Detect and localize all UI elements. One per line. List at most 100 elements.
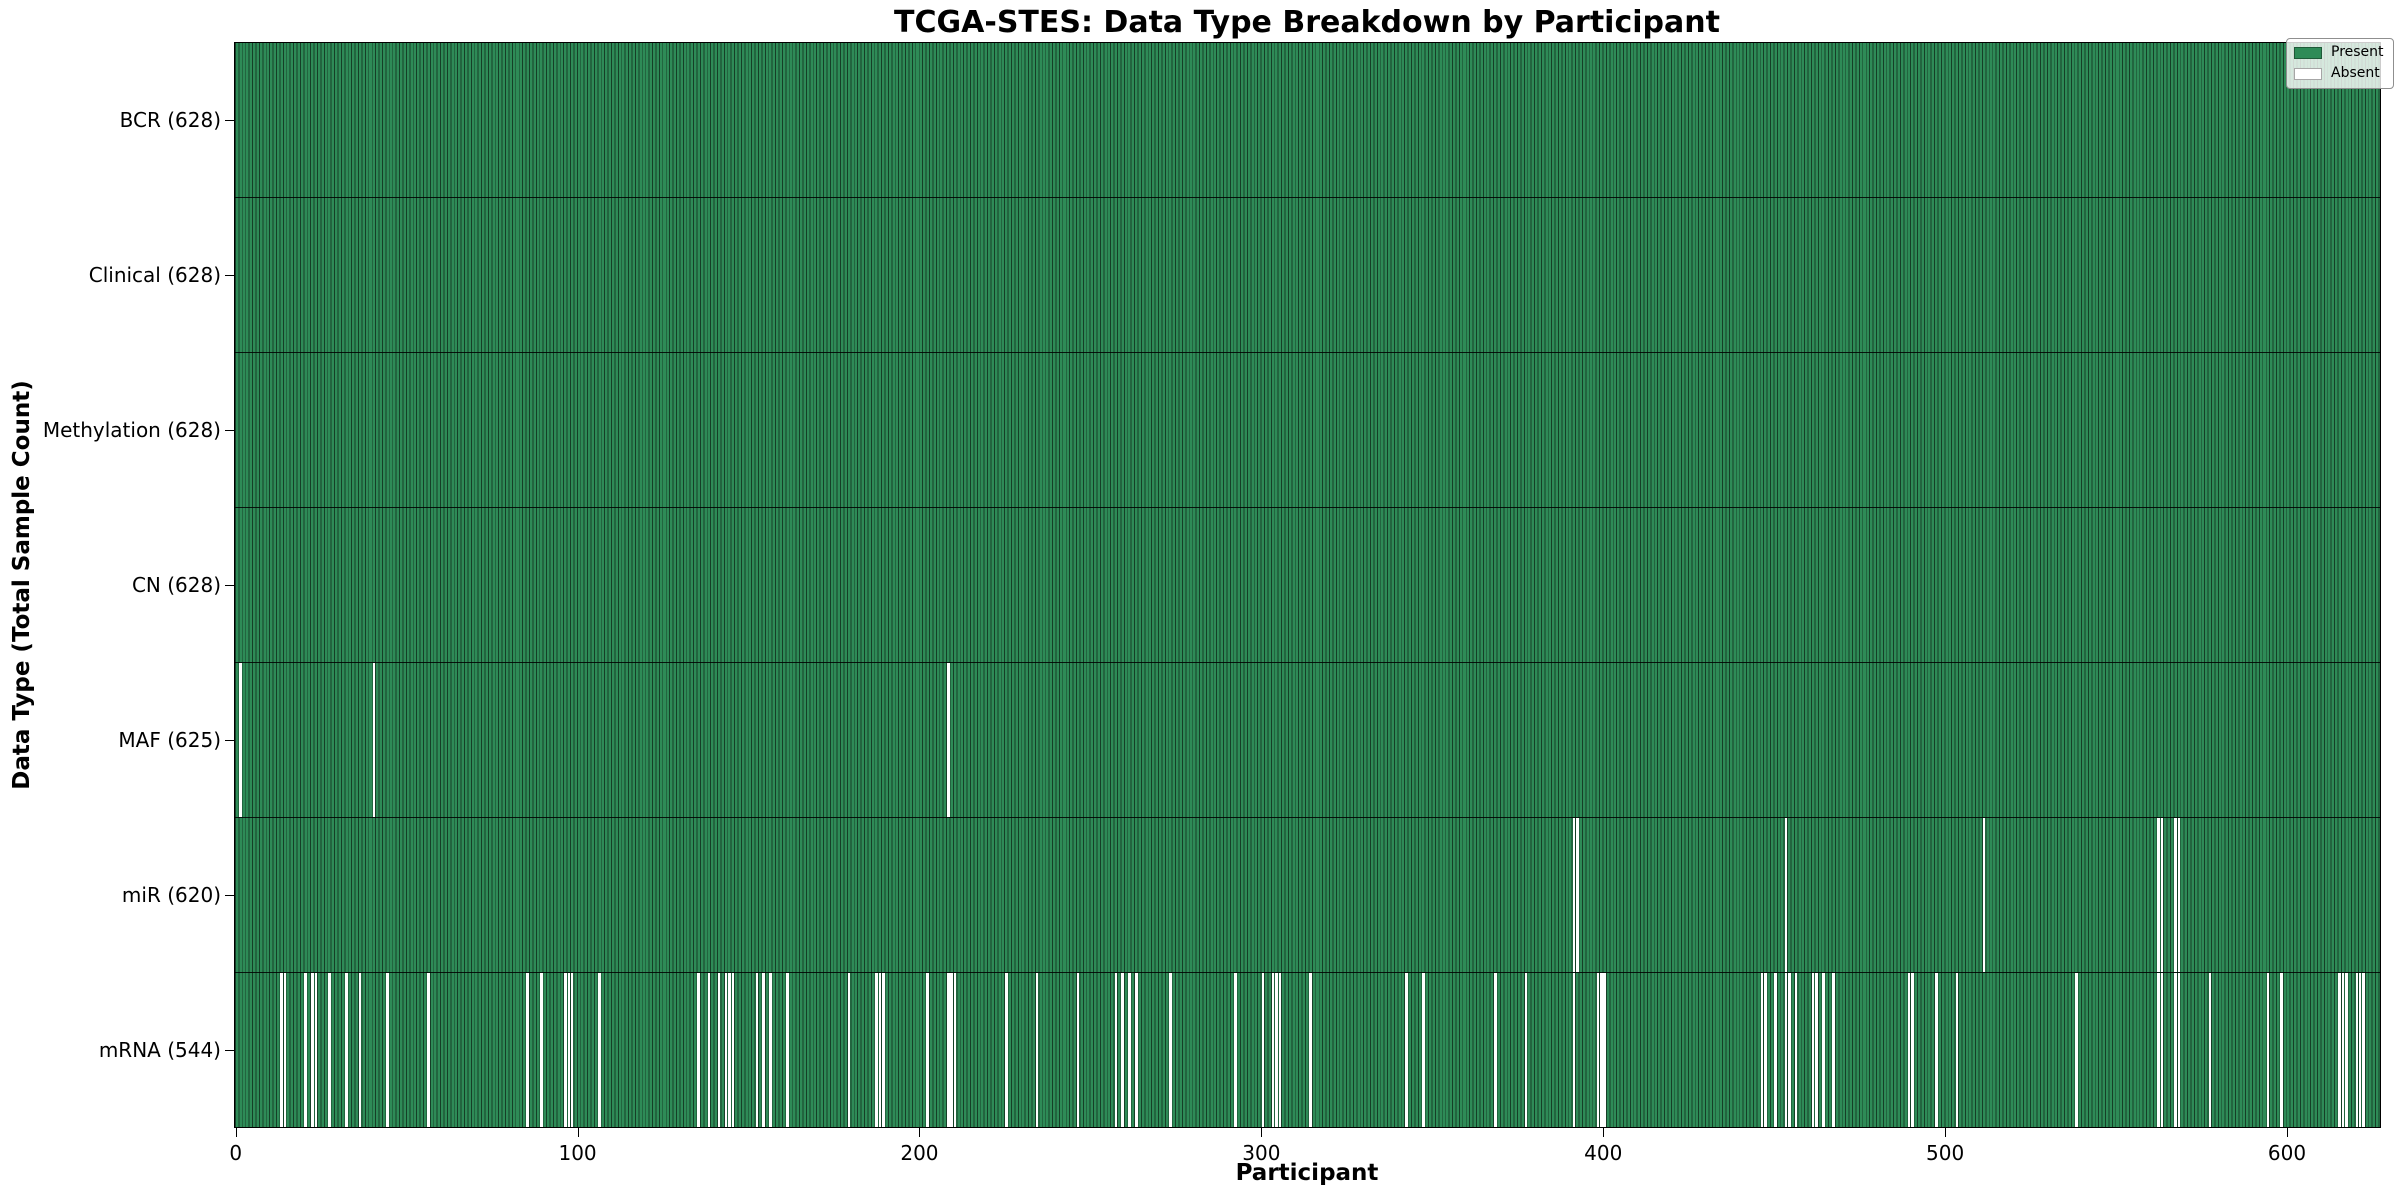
- absent-bar: [717, 973, 721, 1127]
- absent-bar: [1422, 973, 1425, 1127]
- absent-bar: [2341, 973, 2345, 1127]
- absent-bar: [1572, 818, 1576, 972]
- y-tick-mark: [225, 585, 234, 586]
- absent-bar: [950, 973, 953, 1127]
- absent-bar: [1076, 973, 1080, 1127]
- absent-bar: [1599, 973, 1603, 1127]
- y-tick-label-clinical: Clinical (628): [88, 262, 221, 287]
- legend-swatch-present-icon: [2294, 46, 2322, 59]
- absent-bar: [1907, 973, 1911, 1127]
- absent-bar: [1822, 973, 1825, 1127]
- x-tick-label-100: 100: [558, 1141, 597, 1165]
- absent-bar: [2338, 973, 2341, 1127]
- absent-bar: [1832, 973, 1835, 1127]
- y-tick-label-maf: MAF (625): [118, 728, 221, 753]
- legend-item-absent: Absent: [2294, 66, 2384, 81]
- absent-bar: [304, 973, 307, 1127]
- absent-bar: [1035, 973, 1039, 1127]
- absent-bar: [755, 973, 759, 1127]
- y-tick-label-methylation: Methylation (628): [42, 417, 221, 442]
- absent-bar: [1784, 818, 1788, 972]
- absent-bar: [2075, 973, 2078, 1127]
- absent-bar: [239, 663, 242, 817]
- absent-bar: [2266, 973, 2270, 1127]
- x-axis-label: Participant: [1235, 1160, 1379, 1186]
- absent-bar: [1309, 973, 1312, 1127]
- absent-bar: [2177, 818, 2181, 972]
- x-tick-mark: [2286, 1128, 2288, 1137]
- absent-bar: [1774, 973, 1777, 1127]
- y-tick-mark: [225, 895, 234, 897]
- absent-bar: [1760, 973, 1764, 1127]
- legend-swatch-absent-icon: [2294, 67, 2322, 80]
- x-tick-label-200: 200: [900, 1141, 939, 1165]
- absent-bar: [2174, 818, 2177, 972]
- y-tick-mark: [225, 429, 234, 431]
- x-tick-label-400: 400: [1584, 1141, 1623, 1165]
- absent-bar: [283, 973, 287, 1127]
- absent-bar: [1494, 973, 1497, 1127]
- absent-bar: [728, 973, 731, 1127]
- absent-bar: [2358, 973, 2362, 1127]
- absent-bar: [564, 973, 567, 1127]
- absent-bar: [2355, 973, 2359, 1127]
- row-band-maf: [235, 663, 2380, 818]
- absent-bar: [598, 973, 601, 1127]
- absent-bar: [1128, 973, 1131, 1127]
- absent-bar: [1576, 818, 1579, 972]
- absent-bar: [526, 973, 529, 1127]
- y-tick-label-mrna: mRNA (544): [98, 1038, 221, 1063]
- y-tick-label-mir: miR (620): [121, 883, 221, 908]
- row-band-bcr: [235, 43, 2380, 198]
- row-band-clinical: [235, 198, 2380, 353]
- x-tick-mark: [1945, 1128, 1947, 1137]
- absent-bar: [1121, 973, 1124, 1127]
- absent-bar: [2157, 973, 2160, 1127]
- absent-bar: [769, 973, 772, 1127]
- absent-bar: [1911, 973, 1914, 1127]
- x-tick-label-500: 500: [1926, 1141, 1965, 1165]
- x-tick-mark: [1603, 1128, 1605, 1137]
- absent-bar: [567, 973, 571, 1127]
- absent-bar: [2345, 973, 2348, 1127]
- row-band-cn: [235, 508, 2380, 663]
- absent-bar: [1794, 973, 1798, 1127]
- legend: Present Absent: [2286, 38, 2394, 89]
- absent-bar: [386, 973, 389, 1127]
- absent-bar: [372, 663, 376, 817]
- absent-bar: [540, 973, 543, 1127]
- absent-bar: [2157, 818, 2160, 972]
- legend-label-present: Present: [2331, 44, 2384, 60]
- absent-bar: [1815, 973, 1818, 1127]
- absent-bar: [2280, 973, 2283, 1127]
- absent-bar: [1784, 973, 1788, 1127]
- absent-bar: [2362, 973, 2365, 1127]
- absent-bar: [2208, 973, 2212, 1127]
- row-bands: [235, 43, 2380, 1127]
- absent-bar: [427, 973, 430, 1127]
- absent-bar: [1005, 973, 1008, 1127]
- absent-bar: [847, 973, 851, 1127]
- absent-bar: [953, 973, 957, 1127]
- absent-bar: [1935, 973, 1938, 1127]
- x-tick-mark: [577, 1128, 579, 1137]
- absent-bar: [2160, 973, 2164, 1127]
- legend-label-absent: Absent: [2331, 65, 2380, 81]
- x-tick-label-600: 600: [2267, 1141, 2307, 1165]
- x-tick-label-300: 300: [1242, 1141, 1281, 1165]
- absent-bar: [2160, 818, 2164, 972]
- absent-bar: [1271, 973, 1275, 1127]
- absent-bar: [1603, 973, 1606, 1127]
- absent-bar: [2174, 973, 2177, 1127]
- absent-bar: [280, 973, 283, 1127]
- absent-bar: [1811, 973, 1815, 1127]
- row-band-mir: [235, 818, 2380, 973]
- absent-bar: [1572, 973, 1576, 1127]
- absent-bar: [762, 973, 765, 1127]
- y-tick-mark: [225, 119, 234, 121]
- absent-bar: [570, 973, 574, 1127]
- absent-bar: [314, 973, 318, 1127]
- y-tick-mark: [225, 1050, 234, 1052]
- row-band-mrna: [235, 973, 2380, 1127]
- absent-bar: [1524, 973, 1528, 1127]
